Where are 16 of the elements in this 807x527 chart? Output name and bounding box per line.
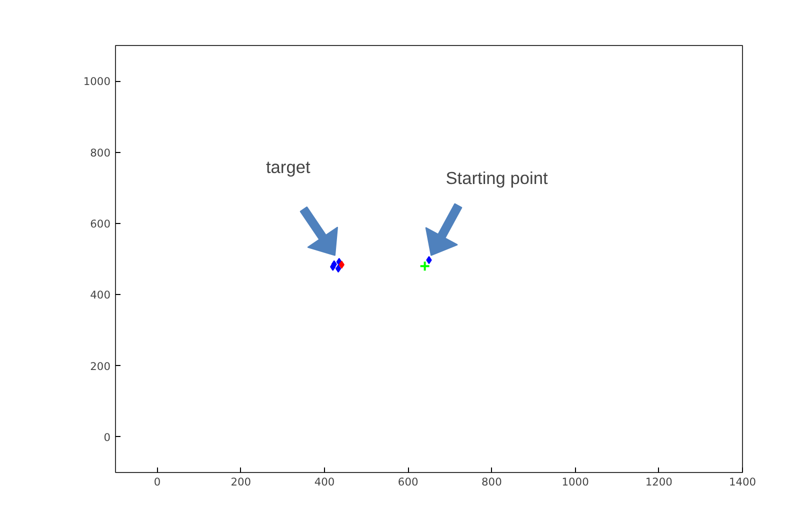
annotation: target (266, 157, 310, 178)
x-tick-label: 200 (230, 476, 252, 488)
x-tick-label: 800 (482, 476, 502, 488)
x-tick-label: 1200 (645, 476, 673, 488)
y-tick-label: 200 (90, 360, 111, 373)
y-tick-label: 600 (90, 217, 111, 230)
x-tick-label: 0 (154, 476, 161, 488)
y-tick-label: 400 (90, 288, 111, 302)
annotation: Starting point (446, 168, 548, 188)
x-tick-label: 1000 (562, 476, 590, 488)
x-tick-label: 1400 (728, 476, 756, 488)
x-tick-label: 400 (314, 476, 335, 488)
y-tick-label: 800 (90, 146, 111, 160)
y-tick-label: 0 (104, 430, 111, 444)
y-tick-label: 1000 (83, 75, 111, 88)
x-tick-label: 600 (398, 476, 418, 488)
